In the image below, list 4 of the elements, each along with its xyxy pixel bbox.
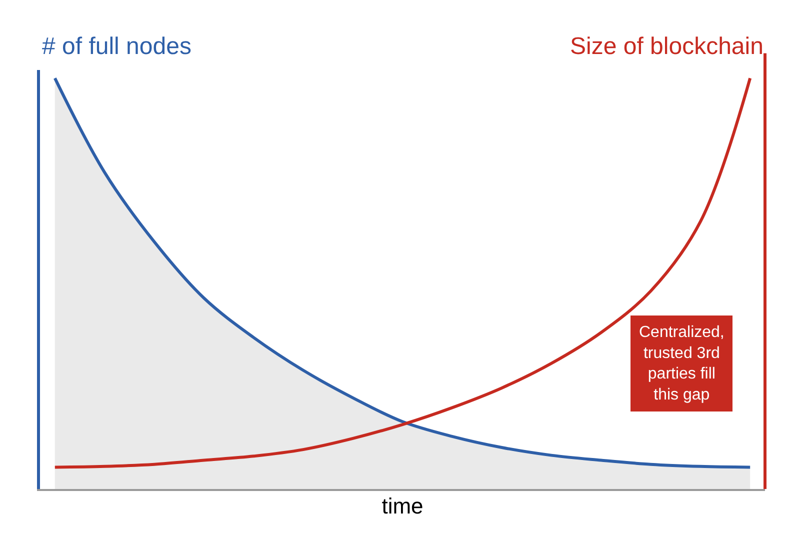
annotation: Centralized, trusted 3rd parties fill this gap xyxy=(639,324,724,404)
y-axis-title: # of full nodes xyxy=(42,33,192,60)
y2-axis-title: Size of blockchain xyxy=(570,33,764,60)
x-axis-title: time xyxy=(382,493,424,518)
